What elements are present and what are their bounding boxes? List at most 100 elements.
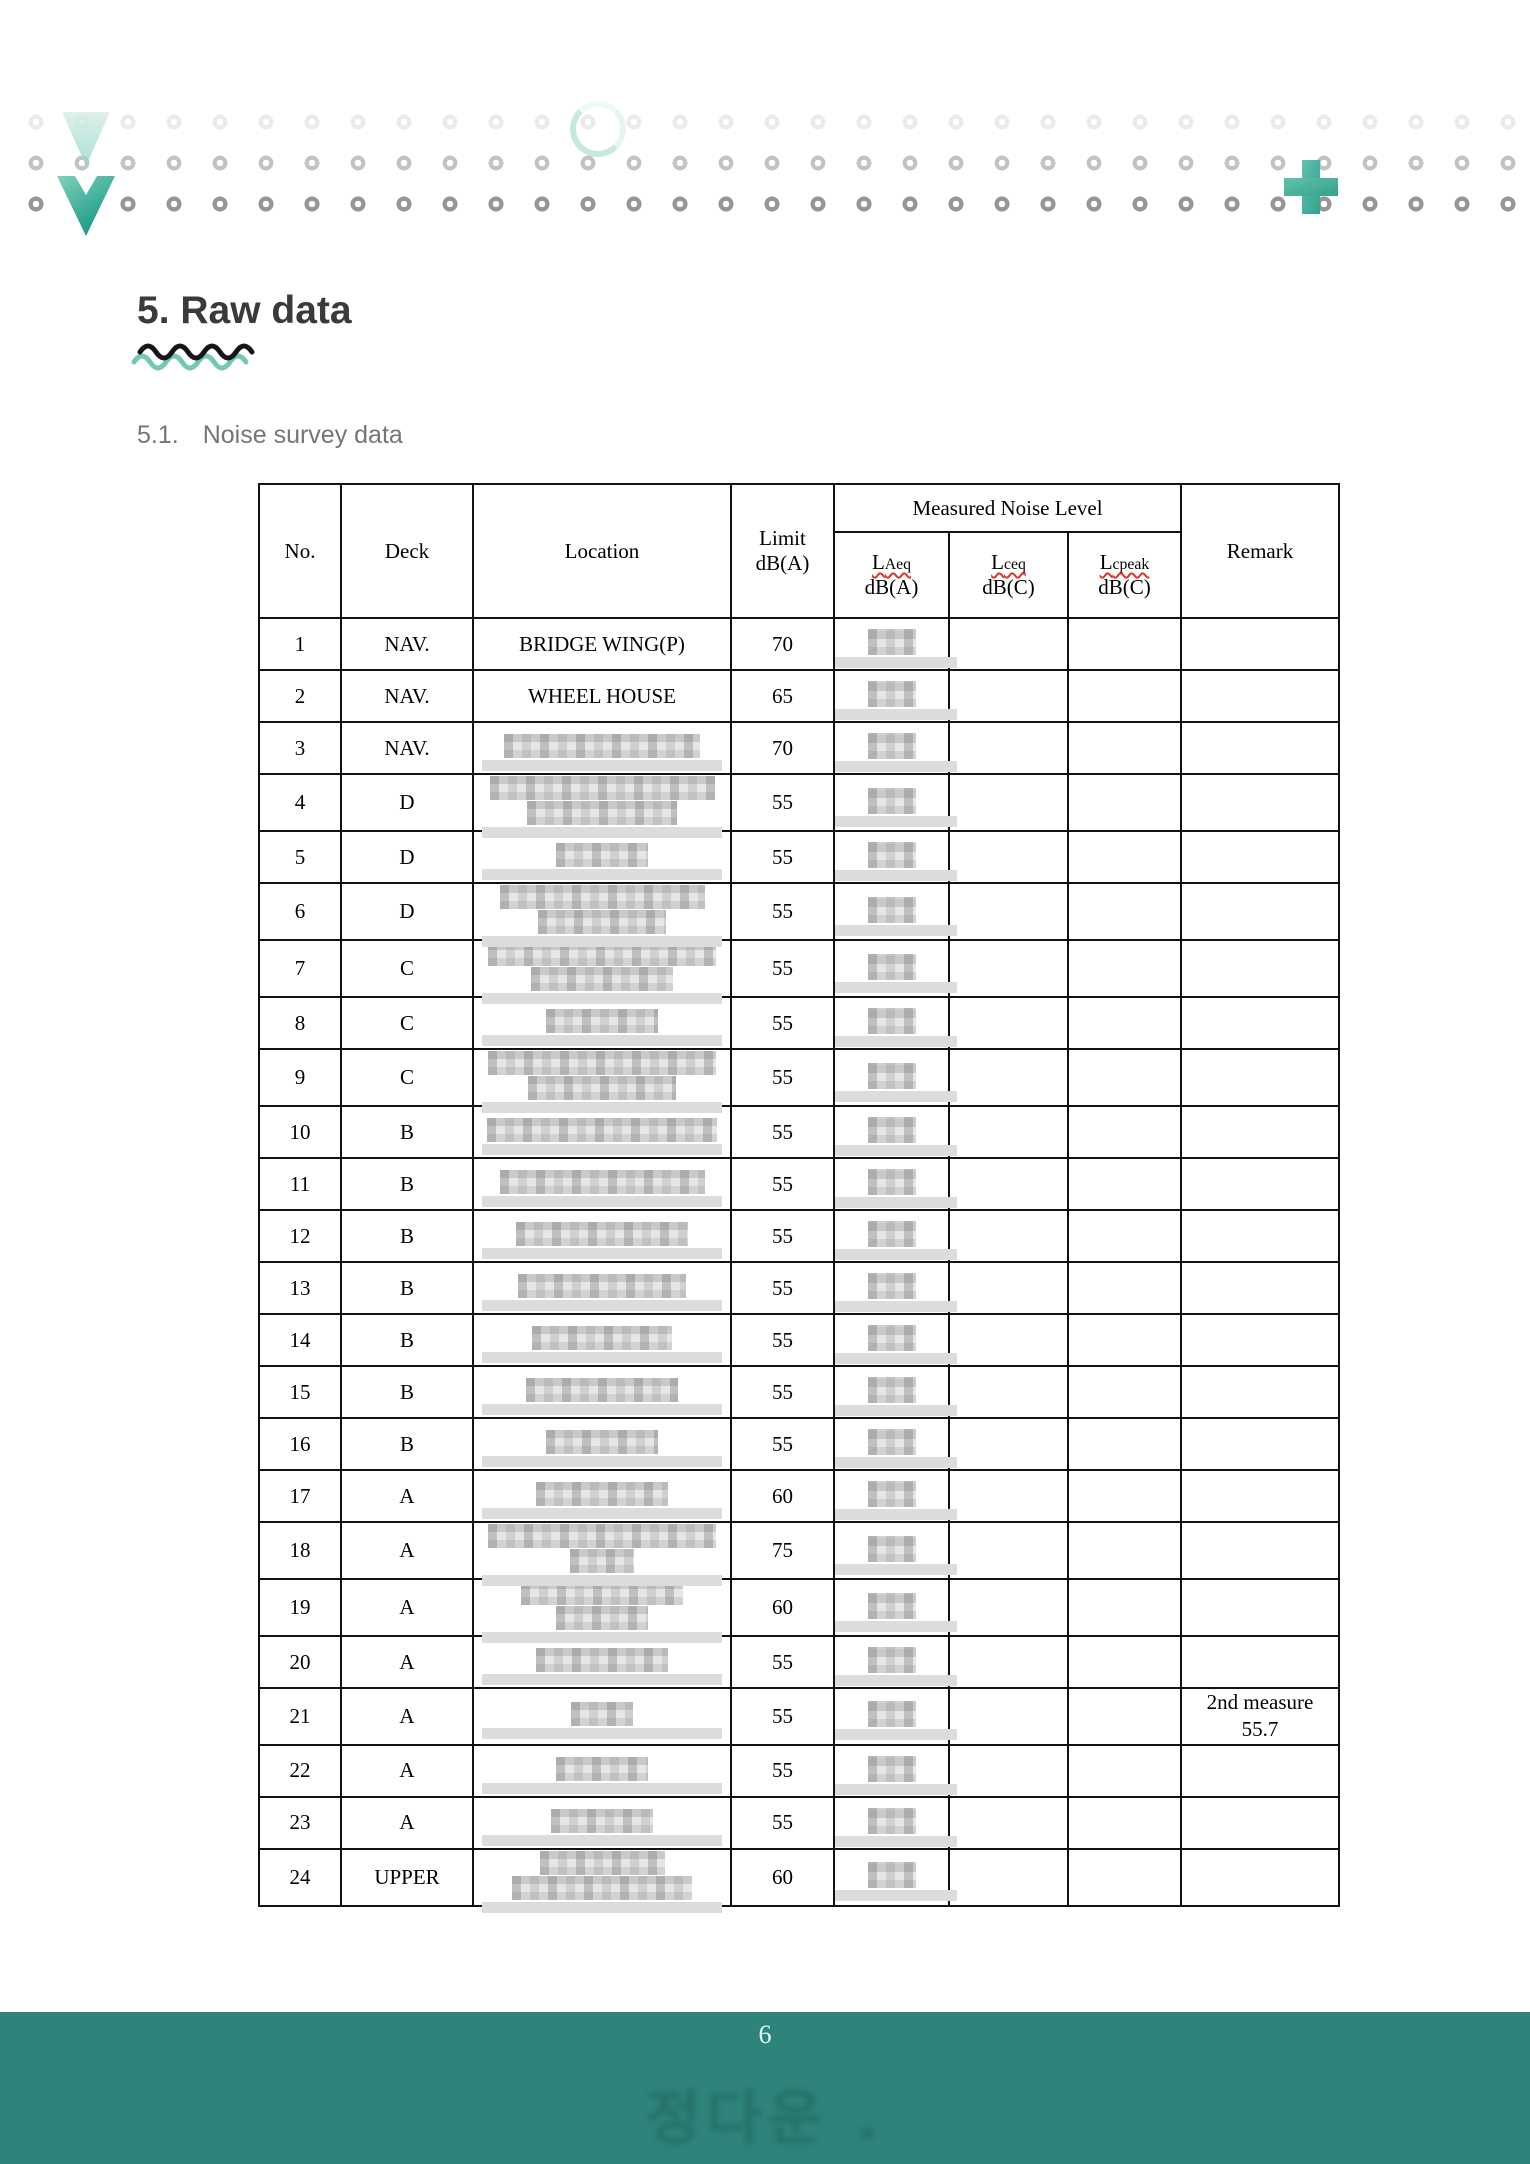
redaction-blur xyxy=(539,1850,665,1875)
cell-no: 3 xyxy=(258,721,342,775)
cell-lceq xyxy=(948,1417,1069,1471)
cell-laeq xyxy=(833,830,957,884)
cell-lceq xyxy=(948,1313,1069,1367)
redaction-blur xyxy=(867,1062,916,1089)
cell-deck: B xyxy=(340,1261,474,1315)
header-laeq: LAeq dB(A) xyxy=(833,531,950,619)
redaction-strip xyxy=(835,981,957,993)
cell-limit: 55 xyxy=(730,830,835,884)
redaction-blur xyxy=(518,1274,686,1298)
page-title: 5. Raw data xyxy=(137,289,352,332)
cell-no: 11 xyxy=(258,1157,342,1211)
cell-deck: D xyxy=(340,882,474,941)
cell-remark xyxy=(1180,669,1341,723)
cell-remark xyxy=(1180,996,1341,1050)
wavy-underline xyxy=(131,343,255,371)
cell-laeq xyxy=(833,1209,957,1263)
cell-lcpeak xyxy=(1066,721,1183,775)
cell-location xyxy=(472,1469,732,1523)
cell-laeq xyxy=(833,1847,957,1907)
table-row: 22 A 55 xyxy=(258,1743,1341,1798)
cell-deck: NAV. xyxy=(340,721,474,775)
cell-no: 19 xyxy=(258,1578,342,1637)
header-no: No. xyxy=(258,483,342,619)
cell-lcpeak xyxy=(1066,669,1183,723)
cell-deck: A xyxy=(340,1521,474,1580)
cell-remark xyxy=(1180,1313,1341,1367)
table-row: 6 D 55 xyxy=(258,882,1341,947)
cell-laeq xyxy=(833,1687,957,1746)
cell-laeq xyxy=(833,1795,957,1850)
redaction-strip xyxy=(835,1620,957,1632)
header-limit: Limit dB(A) xyxy=(730,483,835,619)
cell-lcpeak xyxy=(1066,617,1183,671)
cell-limit: 60 xyxy=(730,1578,835,1637)
redaction-strip xyxy=(835,1405,957,1416)
cell-deck: B xyxy=(340,1105,474,1159)
header-lceq: Lceq dB(C) xyxy=(948,531,1069,619)
table-row: 4 D 55 xyxy=(258,773,1341,838)
cell-deck: A xyxy=(340,1635,474,1689)
ring-pattern-row-1 xyxy=(0,114,1530,130)
cell-location xyxy=(472,939,732,1004)
cell-laeq xyxy=(833,1157,957,1211)
redaction-blur xyxy=(488,1524,716,1548)
cell-laeq xyxy=(833,1743,957,1798)
cell-lcpeak xyxy=(1066,1209,1183,1263)
cell-lceq xyxy=(948,1795,1069,1850)
cell-remark xyxy=(1180,1521,1341,1580)
cell-lceq xyxy=(948,1209,1069,1263)
cell-lceq xyxy=(948,939,1069,998)
redaction-strip xyxy=(835,1090,957,1102)
redaction-blur xyxy=(867,1221,916,1247)
cell-limit: 55 xyxy=(730,1209,835,1263)
cell-limit: 70 xyxy=(730,617,835,671)
redaction-strip xyxy=(835,1783,957,1795)
cell-limit: 55 xyxy=(730,1157,835,1211)
table-row: 19 A 60 xyxy=(258,1578,1341,1643)
cell-laeq xyxy=(833,996,957,1050)
redaction-strip xyxy=(835,709,957,720)
redaction-blur xyxy=(867,1325,916,1351)
table-row: 10 B 55 xyxy=(258,1105,1341,1159)
table-row: 20 A 55 xyxy=(258,1635,1341,1689)
redaction-strip xyxy=(482,1456,722,1467)
cell-limit: 55 xyxy=(730,996,835,1050)
table-row: 2 NAV. WHEEL HOUSE 65 xyxy=(258,669,1341,723)
redaction-strip xyxy=(482,1300,722,1311)
table-row: 21 A 55 2nd measure 55.7 xyxy=(258,1687,1341,1746)
header-deck: Deck xyxy=(340,483,474,619)
cell-lcpeak xyxy=(1066,1743,1183,1798)
redaction-strip xyxy=(835,870,957,881)
redaction-blur xyxy=(499,1170,705,1194)
redaction-blur xyxy=(867,1647,916,1673)
redaction-blur xyxy=(556,1606,648,1630)
cell-location xyxy=(472,721,732,775)
redaction-blur xyxy=(556,1756,648,1781)
cell-no: 17 xyxy=(258,1469,342,1523)
cell-no: 15 xyxy=(258,1365,342,1419)
cell-location xyxy=(472,1313,732,1367)
cell-no: 2 xyxy=(258,669,342,723)
cell-location xyxy=(472,830,732,884)
cell-location xyxy=(472,1635,732,1689)
cell-remark xyxy=(1180,1105,1341,1159)
cell-lcpeak xyxy=(1066,1469,1183,1523)
cell-lcpeak xyxy=(1066,1687,1183,1746)
header-location: Location xyxy=(472,483,732,619)
cell-location xyxy=(472,882,732,947)
cell-remark xyxy=(1180,617,1341,671)
redaction-strip xyxy=(482,1102,722,1113)
cell-deck: B xyxy=(340,1365,474,1419)
redaction-blur xyxy=(546,1430,658,1454)
redaction-blur xyxy=(867,1429,916,1455)
redaction-strip xyxy=(835,1457,957,1468)
cell-limit: 60 xyxy=(730,1847,835,1907)
redaction-blur xyxy=(538,910,666,934)
redaction-strip xyxy=(835,1509,957,1520)
cell-limit: 55 xyxy=(730,1687,835,1746)
redaction-blur xyxy=(571,1702,633,1727)
cell-laeq xyxy=(833,1417,957,1471)
cell-lceq xyxy=(948,1635,1069,1689)
cell-laeq xyxy=(833,1313,957,1367)
